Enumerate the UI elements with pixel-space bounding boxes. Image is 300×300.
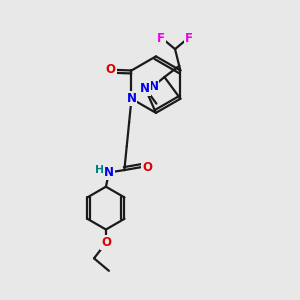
Text: N: N	[140, 82, 150, 95]
Text: O: O	[142, 160, 152, 174]
Text: F: F	[157, 32, 165, 45]
Text: O: O	[101, 236, 111, 249]
Text: N: N	[148, 80, 158, 93]
Text: F: F	[185, 32, 193, 45]
Text: N: N	[104, 166, 114, 179]
Text: O: O	[106, 63, 116, 76]
Text: N: N	[127, 92, 136, 105]
Text: H: H	[95, 165, 104, 175]
